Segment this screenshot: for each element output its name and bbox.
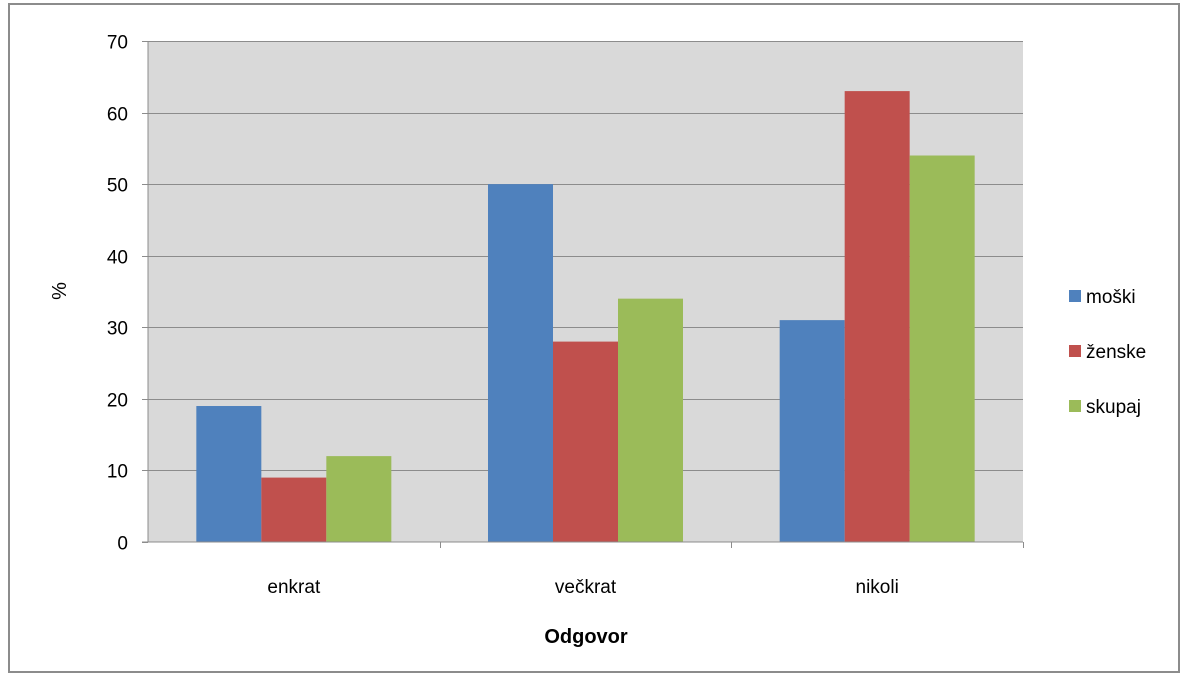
y-tick-label: 40 — [107, 248, 128, 269]
legend: moški ženske skupaj — [1069, 287, 1146, 418]
x-axis-title: Odgovor — [544, 626, 628, 648]
legend-label: skupaj — [1086, 397, 1141, 418]
bar-ženske-enkrat — [261, 477, 327, 542]
bar-ženske-nikoli — [844, 91, 910, 542]
x-tick-label: nikoli — [856, 577, 899, 598]
bar-ženske-večkrat — [553, 341, 618, 542]
y-axis-title: % — [49, 282, 71, 300]
y-tick-label: 70 — [107, 33, 128, 54]
bar-skupaj-večkrat — [618, 298, 683, 542]
bar-skupaj-enkrat — [326, 456, 392, 542]
bars — [196, 91, 975, 542]
x-tick-label: večkrat — [555, 577, 617, 598]
y-tick-label: 30 — [107, 319, 128, 340]
y-tick-label: 50 — [107, 176, 128, 197]
legend-swatch-moški — [1069, 290, 1081, 302]
bar-moški-večkrat — [488, 184, 553, 542]
y-tick-label: 10 — [107, 462, 128, 483]
bar-skupaj-nikoli — [909, 155, 975, 542]
bar-moški-nikoli — [779, 320, 845, 542]
y-tick-labels: 0 10 20 30 40 50 60 70 — [107, 33, 148, 555]
y-tick-label: 60 — [107, 105, 128, 126]
x-tick-labels: enkrat večkrat nikoli — [267, 542, 1024, 598]
y-tick-label: 20 — [107, 391, 128, 412]
legend-swatch-ženske — [1069, 345, 1081, 357]
bar-moški-enkrat — [196, 406, 262, 542]
legend-label: ženske — [1086, 342, 1146, 363]
legend-swatch-skupaj — [1069, 400, 1081, 412]
x-tick-label: enkrat — [267, 577, 321, 598]
y-tick-label: 0 — [117, 534, 128, 555]
legend-label: moški — [1086, 287, 1136, 308]
